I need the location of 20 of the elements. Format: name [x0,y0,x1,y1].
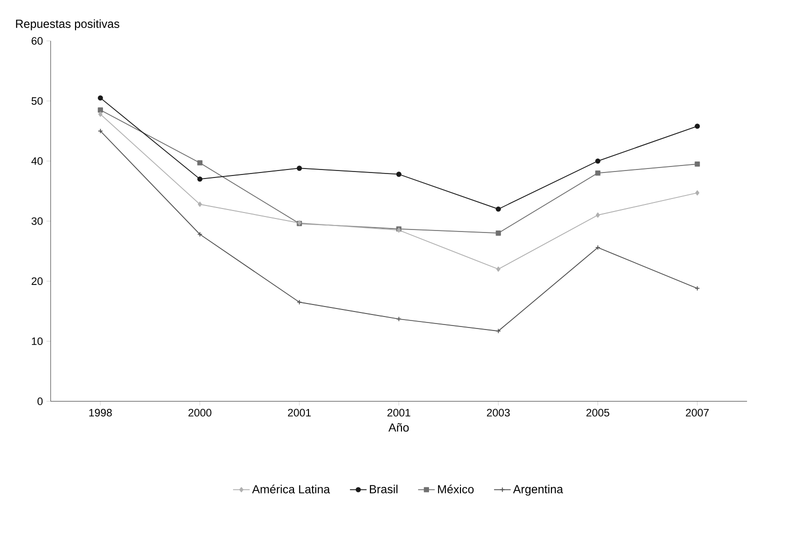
y-tick-label: 0 [38,398,43,406]
y-tick-label: 50 [32,97,43,105]
y-tick-label: 30 [32,217,43,225]
y-tick-label: 40 [31,157,43,165]
x-tick-label: 2001 [387,409,410,417]
x-axis-title: Año [388,423,409,432]
x-tick-label: 2005 [586,409,610,417]
x-tick-label: 2007 [686,409,709,417]
x-tick-label: 1998 [89,409,112,417]
x-tick-label: 2003 [486,409,510,417]
x-tick-label: 2001 [288,409,311,417]
y-axis-title: Repuestas positivas [16,19,120,30]
y-tick-label: 60 [32,37,43,45]
legend-label: América Latina [252,484,330,494]
legend-label: Argentina [513,484,564,496]
y-tick-label: 10 [32,338,43,346]
legend-label: México [438,484,474,494]
y-tick-label: 20 [32,277,43,286]
x-tick-label: 2000 [188,409,212,417]
legend-label: Brasil [370,484,398,494]
